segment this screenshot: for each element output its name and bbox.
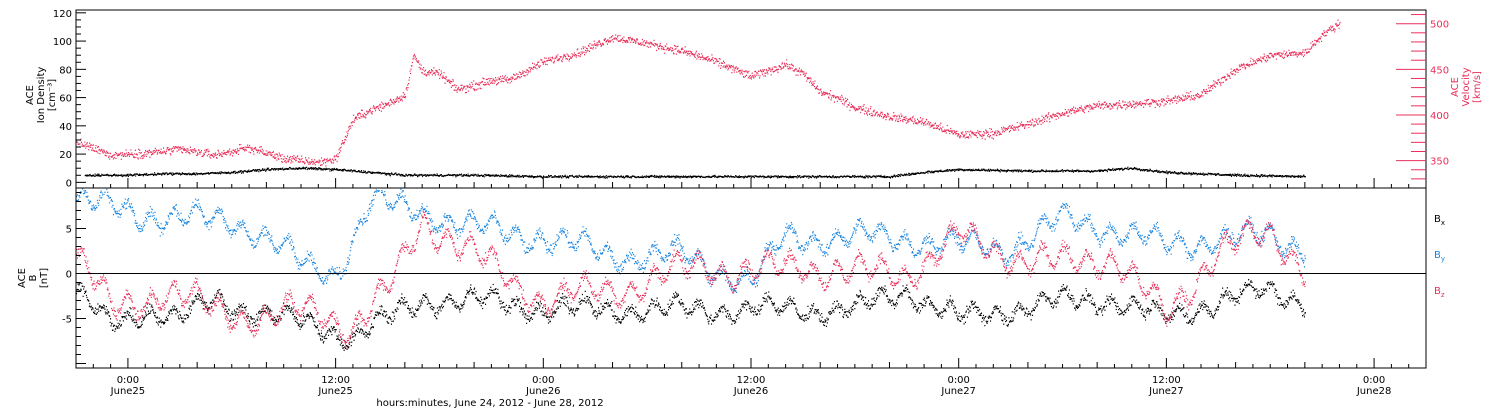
series-bz-points (76, 211, 1306, 349)
legend-bz: Bz (1434, 286, 1445, 299)
legend-bx: Bx (1434, 214, 1445, 227)
density-tick-label: 100 (53, 37, 72, 48)
x-tick-time-label: 12:00 (1152, 375, 1181, 386)
x-tick-day-label: June27 (940, 386, 976, 397)
b-axis-label-line: [nT] (39, 268, 50, 288)
series-velocity (76, 19, 1341, 167)
x-tick-day-label: June25 (110, 386, 146, 397)
bottom-frame (75, 187, 1427, 369)
density-axis-label-line: ACE (25, 85, 36, 105)
x-tick-time-label: 0:00 (1363, 375, 1385, 386)
velocity-tick-label: 350 (1430, 157, 1449, 168)
b-axis-label-line: B (28, 274, 39, 281)
b-tick-label: -5 (62, 315, 72, 326)
velocity-tick-label: 500 (1430, 20, 1449, 31)
series-bx (76, 279, 1306, 351)
legend-by-label: B (1434, 250, 1441, 261)
x-tick-day-label: June26 (525, 386, 561, 397)
b-tick-label: 0 (66, 270, 72, 281)
x-tick-day-label: June28 (1356, 386, 1392, 397)
b-tick-label: 5 (66, 225, 72, 236)
legend-bz-subscript: z (1441, 291, 1445, 299)
density-tick-label: 40 (59, 122, 72, 133)
x-axis: 0:00June2512:00June250:00June2612:00June… (92, 178, 1427, 397)
top-series-layer (76, 19, 1341, 179)
x-tick-time-label: 12:00 (321, 375, 350, 386)
series-density-points (84, 166, 1306, 179)
legend-by: By (1434, 250, 1445, 263)
series-velocity-points (76, 19, 1341, 167)
b-axis-label-line: ACE (17, 268, 28, 288)
legend-bx-label: B (1434, 214, 1441, 225)
x-tick-day-label: June25 (317, 386, 353, 397)
x-tick-time-label: 0:00 (947, 375, 969, 386)
x-tick-time-label: 0:00 (117, 375, 139, 386)
b-axis-label: ACEB[nT] (17, 268, 50, 288)
velocity-axis-label-line: Velocity (1461, 67, 1472, 106)
density-axis-label: ACEIon Density[cm⁻³] (25, 67, 58, 124)
x-tick-day-label: June27 (1148, 386, 1184, 397)
velocity-axis-label-line: ACE (1450, 77, 1461, 97)
velocity-tick-label: 400 (1430, 111, 1449, 122)
legend-bx-subscript: x (1441, 219, 1445, 227)
density-tick-label: 60 (59, 94, 72, 105)
density-tick-label: 120 (53, 9, 72, 20)
x-axis-title: hours:minutes, June 24, 2012 - June 28, … (376, 398, 603, 409)
density-tick-label: 20 (59, 150, 72, 161)
velocity-axis-label: ACEVelocity[km/s] (1450, 67, 1483, 106)
top-frame (75, 9, 1427, 189)
series-by (76, 188, 1306, 294)
density-axis-label-line: Ion Density (36, 67, 47, 124)
density-tick-label: 80 (59, 65, 72, 76)
density-tick-label: 0 (66, 178, 72, 189)
series-bz (76, 211, 1306, 349)
x-tick-time-label: 0:00 (532, 375, 554, 386)
legend-by-subscript: y (1441, 255, 1445, 263)
series-by-points (76, 188, 1306, 294)
velocity-axis-label-line: [km/s] (1472, 71, 1483, 103)
x-tick-time-label: 12:00 (737, 375, 766, 386)
series-density (84, 166, 1306, 179)
legend-bz-label: B (1434, 286, 1441, 297)
density-axis-label-line: [cm⁻³] (47, 79, 58, 111)
velocity-tick-label: 450 (1430, 65, 1449, 76)
bottom-series-layer (76, 188, 1306, 351)
series-bx-points (76, 279, 1306, 351)
x-tick-day-label: June26 (733, 386, 769, 397)
